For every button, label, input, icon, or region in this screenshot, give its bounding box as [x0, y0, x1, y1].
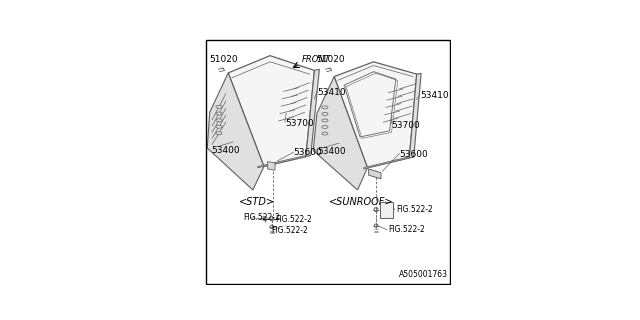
Polygon shape — [364, 157, 410, 169]
Ellipse shape — [322, 125, 328, 128]
Text: FIG.522-2: FIG.522-2 — [271, 226, 308, 235]
Ellipse shape — [216, 125, 222, 128]
Text: FIG.522-2: FIG.522-2 — [396, 205, 433, 214]
Ellipse shape — [322, 106, 328, 109]
Text: FRONT: FRONT — [302, 54, 331, 64]
Ellipse shape — [322, 132, 328, 135]
Polygon shape — [344, 72, 396, 137]
Text: 53700: 53700 — [285, 119, 314, 128]
Text: 53400: 53400 — [211, 146, 239, 155]
Ellipse shape — [216, 112, 222, 115]
Ellipse shape — [216, 105, 222, 108]
Text: 53400: 53400 — [317, 147, 346, 156]
Text: <STD>: <STD> — [239, 197, 275, 207]
Text: 53700: 53700 — [391, 121, 420, 130]
Polygon shape — [228, 56, 314, 166]
Polygon shape — [268, 162, 275, 170]
Text: <SUNROOF>: <SUNROOF> — [329, 197, 394, 207]
Text: 53600: 53600 — [399, 150, 428, 159]
Text: 51020: 51020 — [210, 55, 238, 64]
Ellipse shape — [322, 112, 328, 116]
Text: A505001763: A505001763 — [399, 270, 447, 279]
Text: 53600: 53600 — [294, 148, 323, 157]
Ellipse shape — [322, 119, 328, 122]
Text: FIG.522-2: FIG.522-2 — [388, 225, 425, 234]
Polygon shape — [258, 156, 306, 168]
Text: FIG.522-2: FIG.522-2 — [243, 212, 280, 221]
Text: 53410: 53410 — [317, 88, 346, 97]
Polygon shape — [306, 69, 319, 157]
Ellipse shape — [216, 132, 222, 135]
Text: FIG.522-2: FIG.522-2 — [275, 215, 312, 224]
Bar — [380, 202, 394, 218]
Text: 51020: 51020 — [316, 55, 345, 64]
Polygon shape — [334, 62, 417, 168]
Polygon shape — [410, 73, 421, 158]
Polygon shape — [313, 76, 367, 190]
Polygon shape — [207, 73, 264, 190]
Ellipse shape — [216, 119, 222, 122]
Text: 53410: 53410 — [420, 91, 449, 100]
Polygon shape — [369, 169, 381, 179]
